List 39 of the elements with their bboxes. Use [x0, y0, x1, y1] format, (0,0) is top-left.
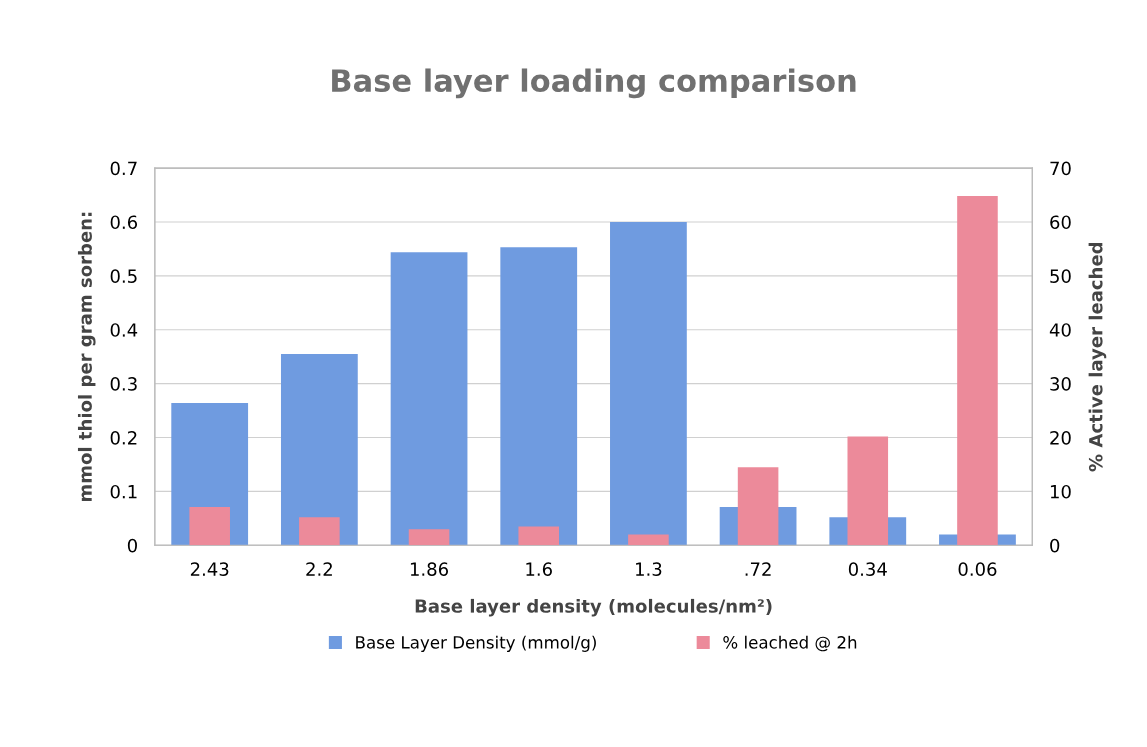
bar — [628, 534, 669, 546]
x-tick-label: .72 — [745, 562, 771, 576]
y2-tick-label: 60 — [1050, 215, 1071, 230]
bar — [299, 517, 340, 546]
x-tick-label: 2.43 — [190, 562, 229, 576]
x-axis-title: Base layer density (molecules/nm²) — [415, 598, 772, 617]
legend-label: Base Layer Density (mmol/g) — [356, 635, 596, 652]
y2-tick-label: 10 — [1050, 484, 1071, 499]
bar — [280, 354, 358, 546]
y-tick-label: 0.5 — [110, 269, 137, 283]
bar — [408, 529, 450, 546]
y2-tick-label: 70 — [1050, 161, 1071, 176]
y2-tick-label: 40 — [1049, 323, 1071, 337]
y2-tick-label: 50 — [1050, 269, 1071, 283]
y-tick-label: 0 — [127, 538, 137, 553]
chart-title: Base layer loading comparison — [332, 68, 856, 99]
y2-tick-label: 0 — [1050, 538, 1060, 553]
x-tick-label: 1.86 — [410, 562, 449, 576]
bar — [610, 221, 687, 546]
y2-axis-title: % Active layer leached — [1088, 242, 1107, 472]
legend-label: % leached @ 2h — [723, 635, 857, 652]
x-tick-label: 0.06 — [958, 562, 997, 576]
y-tick-label: 0.7 — [110, 161, 137, 176]
bar — [518, 526, 560, 546]
y-axis-title: mmol thiol per gram sorben: — [77, 212, 96, 502]
x-tick-label: 1.3 — [636, 562, 662, 576]
x-tick-label: 2.2 — [306, 562, 332, 576]
y-tick-label: 0.2 — [110, 430, 137, 445]
bar — [500, 247, 578, 546]
y-tick-label: 0.1 — [110, 484, 137, 499]
bar — [189, 507, 230, 546]
x-tick-label: 1.6 — [526, 562, 552, 576]
y-tick-label: 0.4 — [110, 323, 138, 337]
y-tick-label: 0.3 — [110, 377, 137, 391]
y-tick-label: 0.6 — [110, 215, 138, 230]
x-tick-label: 0.34 — [848, 562, 887, 576]
bar — [390, 252, 468, 546]
y2-tick-label: 30 — [1050, 377, 1071, 391]
y2-tick-label: 20 — [1050, 430, 1071, 445]
